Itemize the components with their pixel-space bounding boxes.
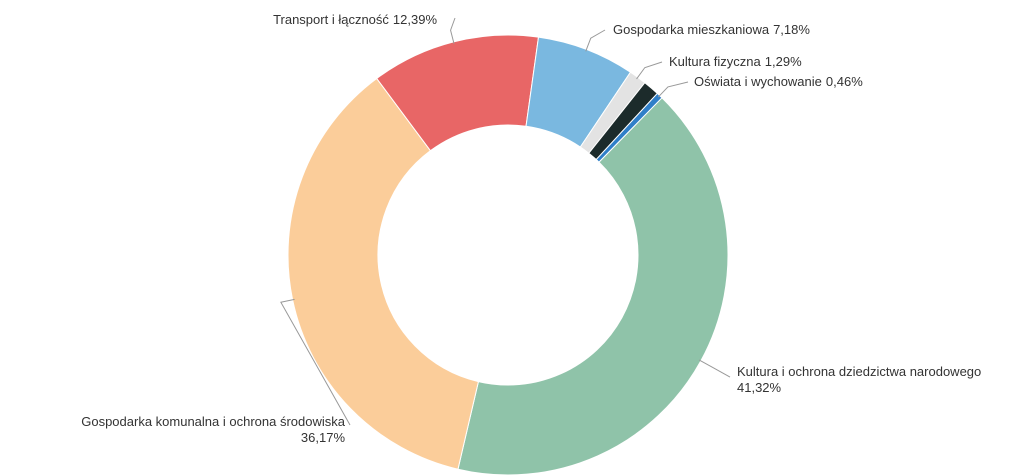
- slice-label: Kultura fizyczna 1,29%: [669, 54, 802, 69]
- leader-line: [698, 359, 731, 378]
- slice-name: Kultura i ochrona dziedzictwa narodowego: [737, 364, 981, 379]
- slice-name: Transport i łączność: [273, 12, 389, 27]
- slice-label: Gospodarka komunalna i ochrona środowisk…: [81, 414, 346, 445]
- slice-label: Transport i łączność 12,39%: [273, 12, 437, 27]
- donut-slice: [595, 92, 663, 163]
- leader-line: [585, 29, 606, 52]
- slice-value: 41,32%: [737, 380, 782, 395]
- slice-value: 1,29%: [765, 54, 802, 69]
- donut-slice: [287, 77, 480, 470]
- leader-line: [657, 81, 689, 98]
- slice-label: Gospodarka mieszkaniowa 7,18%: [613, 22, 810, 37]
- leader-line: [450, 17, 456, 44]
- slice-label: Oświata i wychowanie 0,46%: [694, 74, 863, 89]
- slice-value: 12,39%: [393, 12, 438, 27]
- slice-value: 36,17%: [301, 430, 346, 445]
- slice-value: 0,46%: [826, 74, 863, 89]
- leader-line: [280, 298, 351, 426]
- slice-name: Oświata i wychowanie: [694, 74, 822, 89]
- leader-line: [636, 61, 663, 80]
- slice-label: Kultura i ochrona dziedzictwa narodowego…: [737, 364, 981, 395]
- slice-name: Gospodarka mieszkaniowa: [613, 22, 770, 37]
- slice-name: Kultura fizyczna: [669, 54, 762, 69]
- slice-value: 7,18%: [773, 22, 810, 37]
- slice-name: Gospodarka komunalna i ochrona środowisk…: [81, 414, 346, 429]
